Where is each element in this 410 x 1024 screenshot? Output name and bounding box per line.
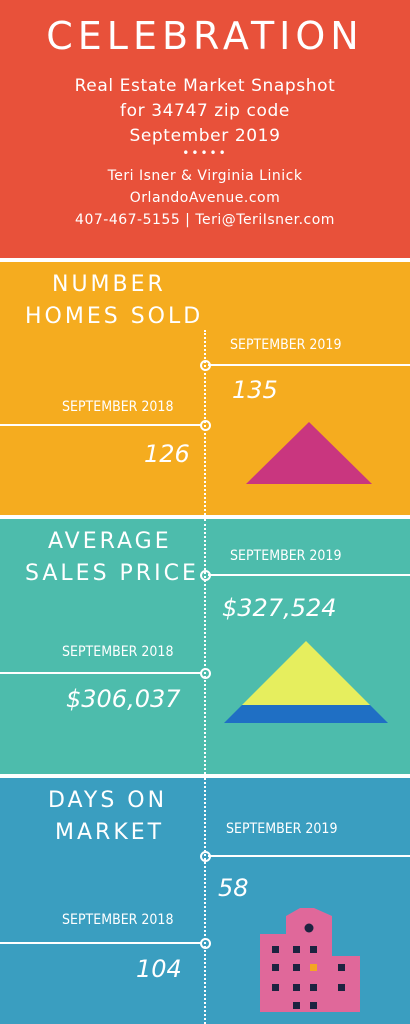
previous-value: 126 [144,440,190,468]
section-homes-sold: NUMBER HOMES SOLD SEPTEMBER 2019 135 SEP… [0,262,410,515]
pyramid-stack-icon [224,641,388,723]
building-icon [260,908,360,1012]
previous-dot [200,668,211,679]
section-title-line-1: AVERAGE [48,529,172,554]
section-title-line-1: NUMBER [52,272,166,297]
dots-divider: ••••• [182,146,228,160]
agents-names: Teri Isner & Virginia Linick [107,168,303,184]
section-title-line-2: MARKET [55,820,165,845]
section-title-line-2: HOMES SOLD [25,304,204,329]
current-value: $327,524 [222,594,337,622]
section-title-line-1: DAYS ON [48,788,168,813]
section-title-line-2: SALES PRICE [25,561,199,586]
previous-dot [200,938,211,949]
previous-value: $306,037 [66,685,181,713]
previous-connector [0,424,202,426]
current-connector [208,574,410,576]
header-banner: CELEBRATION Real Estate Market Snapshot … [0,0,410,258]
section-days-on-market: DAYS ON MARKET SEPTEMBER 2019 58 SEPTEMB… [0,778,410,1024]
contact-text: 407-467-5155 | Teri@TeriIsner.com [75,212,335,228]
website-text: OrlandoAvenue.com [129,190,281,206]
page-title: CELEBRATION [46,14,364,58]
subtitle-line-1: Real Estate Market Snapshot [74,76,336,96]
current-connector [208,855,410,857]
subtitle-line-2: for 34747 zip code [120,101,290,121]
previous-period-label: SEPTEMBER 2018 [62,644,174,660]
current-period-label: SEPTEMBER 2019 [230,548,342,564]
subtitle-line-3: September 2019 [129,126,281,146]
pyramid-icon [246,422,372,484]
current-value: 135 [232,376,278,404]
current-value: 58 [218,874,249,902]
previous-value: 104 [136,955,182,983]
current-period-label: SEPTEMBER 2019 [226,821,338,837]
previous-period-label: SEPTEMBER 2018 [62,399,174,415]
current-dot [200,360,211,371]
previous-period-label: SEPTEMBER 2018 [62,912,174,928]
timeline-line [204,519,206,774]
section-average-price: AVERAGE SALES PRICE SEPTEMBER 2019 $327,… [0,519,410,774]
previous-connector [0,672,202,674]
current-connector [208,364,410,366]
previous-connector [0,942,202,944]
current-period-label: SEPTEMBER 2019 [230,337,342,353]
current-dot [200,570,211,581]
timeline-line [204,778,206,1024]
current-dot [200,851,211,862]
previous-dot [200,420,211,431]
